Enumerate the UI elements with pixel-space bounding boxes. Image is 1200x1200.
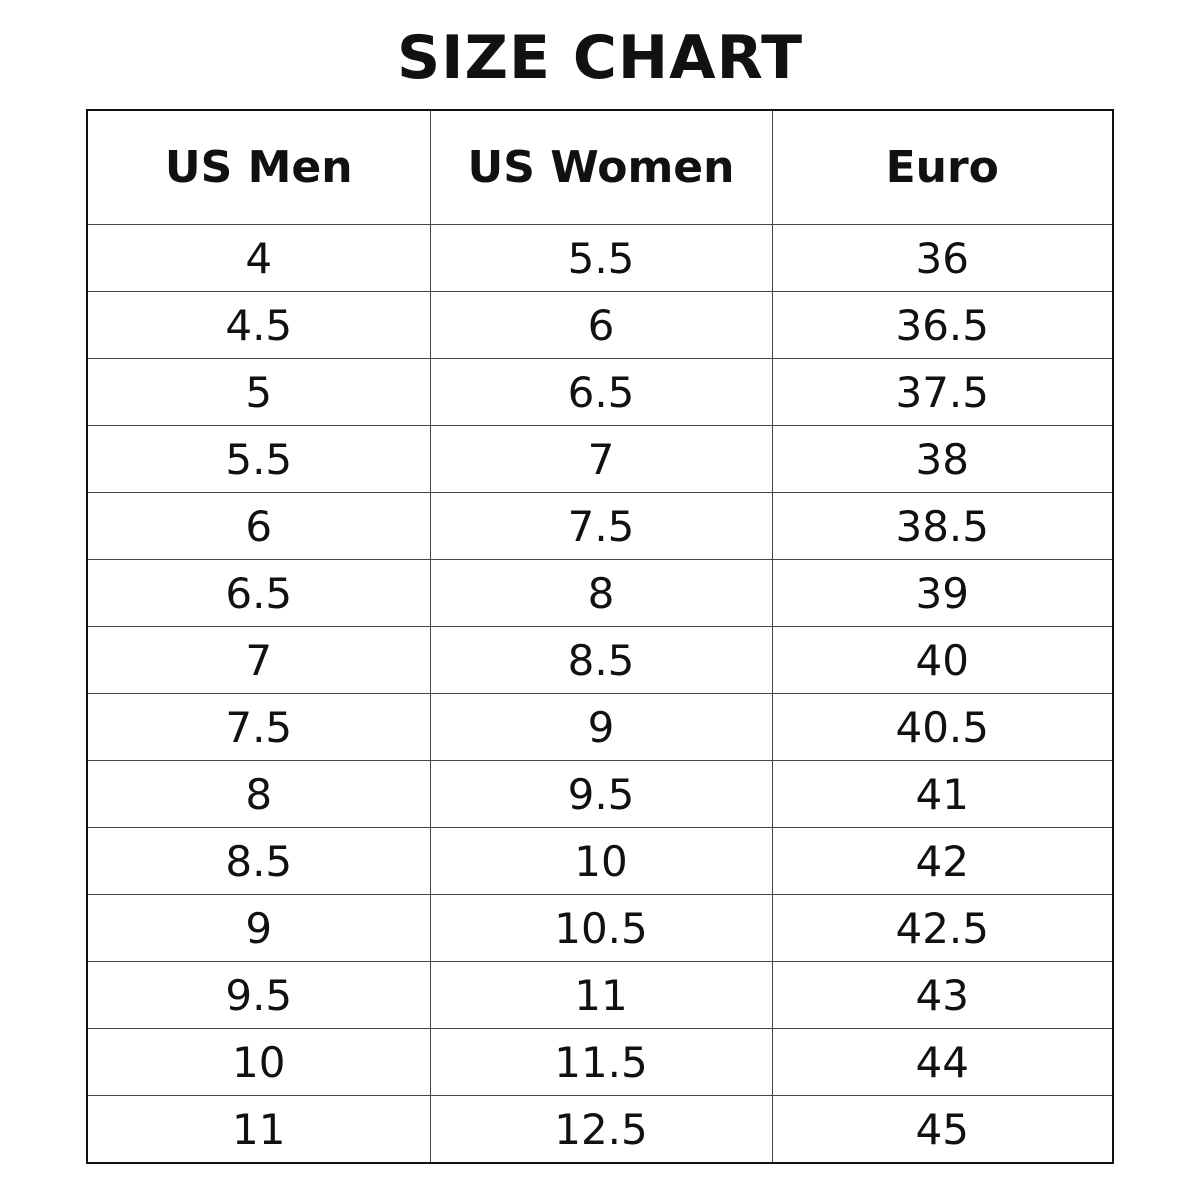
table-cell: 45	[771, 1095, 1114, 1164]
table-row: 11 12.5 45	[86, 1095, 1114, 1164]
table-cell: 7.5	[86, 693, 431, 761]
table-cell: 40.5	[771, 693, 1114, 761]
table-row: 9.5 11 43	[86, 961, 1114, 1029]
table-cell: 40	[771, 626, 1114, 694]
table-cell: 12.5	[429, 1095, 773, 1164]
table-cell: 7.5	[429, 492, 773, 560]
table-cell: 36.5	[771, 291, 1114, 359]
table-cell: 6	[86, 492, 431, 560]
table-cell: 5	[86, 358, 431, 426]
table-cell: 38.5	[771, 492, 1114, 560]
table-cell: 10	[429, 827, 773, 895]
table-cell: 9	[429, 693, 773, 761]
table-cell: 10.5	[429, 894, 773, 962]
table-cell: 8	[429, 559, 773, 627]
table-body: 4 5.5 36 4.5 6 36.5 5 6.5 37.5 5.5 7 38 6 7.5 38.5 6.5 8…	[86, 224, 1114, 1164]
table-cell: 6.5	[86, 559, 431, 627]
table-cell: 8.5	[86, 827, 431, 895]
table-cell: 44	[771, 1028, 1114, 1096]
table-cell: 36	[771, 224, 1114, 292]
table-cell: 38	[771, 425, 1114, 493]
column-header: US Women	[429, 109, 773, 225]
table-cell: 11	[86, 1095, 431, 1164]
table-cell: 8.5	[429, 626, 773, 694]
table-cell: 9.5	[86, 961, 431, 1029]
table-row: 6 7.5 38.5	[86, 492, 1114, 560]
table-row: 10 11.5 44	[86, 1028, 1114, 1096]
table-cell: 8	[86, 760, 431, 828]
header-row: US Men US Women Euro	[86, 109, 1114, 225]
table-cell: 41	[771, 760, 1114, 828]
table-cell: 11.5	[429, 1028, 773, 1096]
table-cell: 9.5	[429, 760, 773, 828]
table-cell: 37.5	[771, 358, 1114, 426]
size-table: US Men US Women Euro 4 5.5 36 4.5 6 36.5 5 6.5 37.…	[86, 109, 1114, 1164]
table-cell: 9	[86, 894, 431, 962]
table-cell: 5.5	[429, 224, 773, 292]
table-row: 8 9.5 41	[86, 760, 1114, 828]
table-cell: 4.5	[86, 291, 431, 359]
table-cell: 43	[771, 961, 1114, 1029]
table-row: 5 6.5 37.5	[86, 358, 1114, 426]
table-cell: 39	[771, 559, 1114, 627]
table-row: 7 8.5 40	[86, 626, 1114, 694]
table-cell: 42	[771, 827, 1114, 895]
table-cell: 7	[86, 626, 431, 694]
title: SIZE CHART	[396, 23, 804, 93]
table-cell: 7	[429, 425, 773, 493]
table-row: 5.5 7 38	[86, 425, 1114, 493]
table-row: 7.5 9 40.5	[86, 693, 1114, 761]
table-row: 9 10.5 42.5	[86, 894, 1114, 962]
table-cell: 6	[429, 291, 773, 359]
table-row: 4 5.5 36	[86, 224, 1114, 292]
column-header: Euro	[771, 109, 1114, 225]
column-header: US Men	[86, 109, 431, 225]
table-cell: 6.5	[429, 358, 773, 426]
table-row: 6.5 8 39	[86, 559, 1114, 627]
table-cell: 42.5	[771, 894, 1114, 962]
table-head: US Men US Women Euro	[86, 109, 1114, 225]
table-row: 4.5 6 36.5	[86, 291, 1114, 359]
table-cell: 10	[86, 1028, 431, 1096]
table-row: 8.5 10 42	[86, 827, 1114, 895]
table-cell: 4	[86, 224, 431, 292]
table-cell: 5.5	[86, 425, 431, 493]
table-cell: 11	[429, 961, 773, 1029]
